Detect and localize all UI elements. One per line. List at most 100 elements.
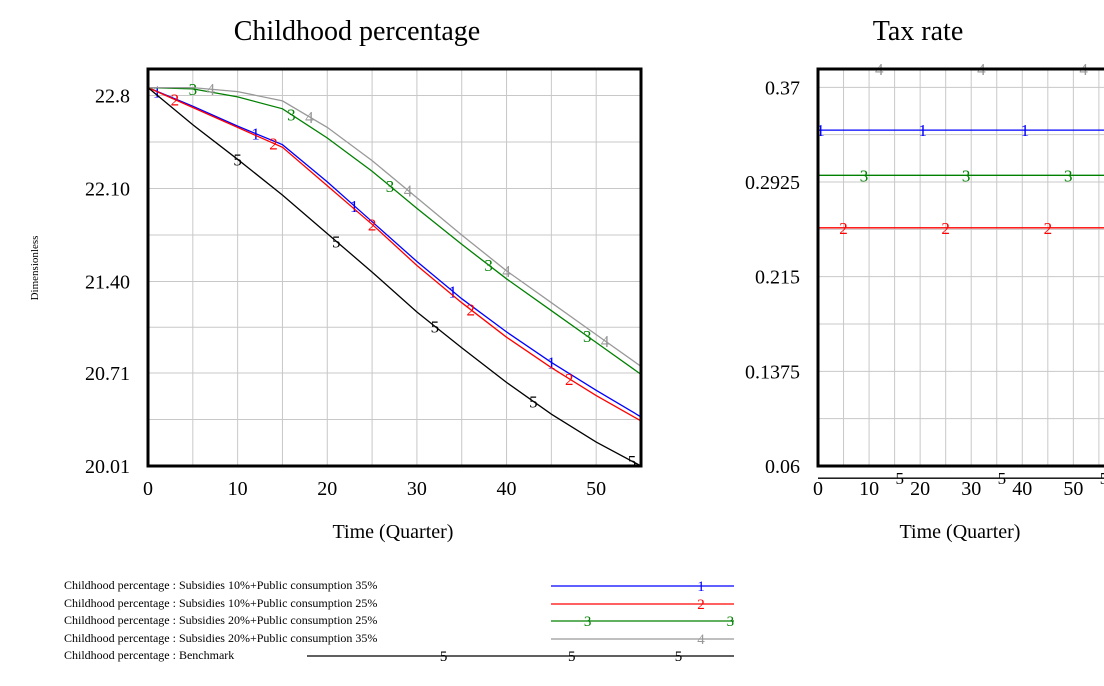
legend-marker: 3 bbox=[727, 614, 734, 630]
series-line-5 bbox=[147, 87, 642, 467]
legend-item: Childhood percentage : Subsidies 20%+Pub… bbox=[64, 612, 734, 630]
series-marker-2: 2 bbox=[171, 91, 180, 110]
series-marker-1: 1 bbox=[816, 121, 825, 140]
legend-swatch: 5 5 5 bbox=[307, 649, 734, 665]
series-line-1 bbox=[147, 86, 642, 418]
legend-label: Childhood percentage : Benchmark bbox=[64, 648, 235, 662]
series-marker-4: 4 bbox=[305, 108, 314, 127]
grid bbox=[148, 69, 641, 466]
series-marker-1: 1 bbox=[547, 353, 556, 372]
series-line-4 bbox=[148, 86, 642, 367]
legend-label: Childhood percentage : Subsidies 10%+Pub… bbox=[64, 578, 378, 592]
x-tick-label: 10 bbox=[228, 478, 248, 500]
y-tick-label: 21.40 bbox=[85, 271, 130, 293]
series-marker-1: 1 bbox=[918, 121, 927, 140]
x-tick-label: 30 bbox=[961, 478, 981, 500]
series-marker-1: 1 bbox=[251, 125, 260, 144]
legend-marker: 3 bbox=[584, 614, 592, 630]
x-tick-label: 40 bbox=[1012, 478, 1032, 500]
x-tick-label: 40 bbox=[497, 478, 517, 500]
legend-swatch: 4 bbox=[551, 632, 734, 648]
series-marker-2: 2 bbox=[565, 370, 574, 389]
x-tick-label: 0 bbox=[813, 478, 823, 500]
series-marker-5: 5 bbox=[895, 469, 904, 488]
x-axis-label: Time (Quarter) bbox=[333, 521, 454, 543]
x-tick-label: 20 bbox=[317, 478, 337, 500]
series-marker-3: 3 bbox=[1064, 166, 1073, 185]
x-tick-label: 20 bbox=[910, 478, 930, 500]
legend-item: Childhood percentage : Benchmark 5 5 5 bbox=[64, 647, 734, 665]
series-marker-2: 2 bbox=[368, 215, 377, 234]
series-marker-2: 2 bbox=[466, 301, 475, 320]
series-line-2 bbox=[147, 87, 642, 422]
series-marker-3: 3 bbox=[287, 106, 296, 125]
y-tick-label: 20.01 bbox=[85, 456, 130, 478]
legend-marker: 5 bbox=[440, 649, 448, 665]
x-tick-label: 30 bbox=[407, 478, 427, 500]
series-marker-5: 5 bbox=[628, 452, 637, 471]
series-marker-3: 3 bbox=[583, 327, 592, 346]
legend-marker: 5 bbox=[568, 649, 576, 665]
plot-frame bbox=[146, 67, 643, 468]
legend-marker: 2 bbox=[697, 597, 705, 613]
childhood-percentage-chart: Childhood percentage Dimensionless Time … bbox=[29, 16, 643, 543]
x-axis-label: Time (Quarter) bbox=[900, 521, 1021, 543]
series-marker-2: 2 bbox=[1044, 219, 1053, 238]
tick-labels: 0.37 0.2925 0.215 0.1375 0.06 0 10 20 30 40 50 bbox=[745, 77, 1083, 500]
series-marker-5: 5 bbox=[998, 469, 1007, 488]
grid bbox=[818, 69, 1104, 466]
tick-labels: 22.8 22.10 21.40 20.71 20.01 0 10 20 30 40 50 bbox=[85, 86, 606, 500]
series-marker-3: 3 bbox=[860, 166, 869, 185]
y-tick-label: 0.06 bbox=[765, 456, 800, 478]
y-tick-label: 22.10 bbox=[85, 178, 130, 200]
series-marker-1: 1 bbox=[1021, 121, 1030, 140]
legend-swatch: 1 bbox=[551, 579, 734, 595]
legend-label: Childhood percentage : Subsidies 20%+Pub… bbox=[64, 630, 378, 645]
legend-marker: 4 bbox=[697, 632, 705, 648]
series-marker-3: 3 bbox=[386, 177, 395, 196]
y-tick-label: 0.215 bbox=[755, 267, 800, 289]
series-marker-4: 4 bbox=[502, 262, 511, 281]
tax-rate-chart: Tax rate Time (Quarter) 0.370.29250.2150… bbox=[745, 16, 1104, 543]
chart-title: Childhood percentage bbox=[234, 16, 480, 47]
series-marker-4: 4 bbox=[206, 80, 215, 99]
series-marker-1: 1 bbox=[449, 282, 458, 301]
legend-label: Childhood percentage : Subsidies 10%+Pub… bbox=[64, 595, 378, 610]
series-marker-3: 3 bbox=[189, 80, 198, 99]
x-tick-label: 50 bbox=[586, 478, 606, 500]
series-marker-1: 1 bbox=[350, 197, 359, 216]
plot-frame bbox=[816, 67, 1104, 468]
x-tick-label: 50 bbox=[1063, 478, 1083, 500]
series-marker-2: 2 bbox=[269, 134, 278, 153]
series-marker-5: 5 bbox=[233, 150, 242, 169]
series-marker-5: 5 bbox=[332, 232, 341, 251]
series-marker-5: 5 bbox=[431, 317, 440, 336]
y-tick-label: 0.2925 bbox=[745, 172, 800, 194]
legend-swatch: 2 bbox=[551, 597, 734, 613]
series-lines: 1 1 12 2 23 3 34 4 45 5 5 bbox=[816, 60, 1104, 488]
series-marker-3: 3 bbox=[484, 256, 493, 275]
y-tick-label: 22.8 bbox=[95, 86, 130, 108]
y-axis-label: Dimensionless bbox=[29, 236, 41, 301]
chart-title: Tax rate bbox=[873, 16, 964, 47]
x-tick-label: 10 bbox=[859, 478, 879, 500]
y-tick-label: 20.71 bbox=[85, 363, 130, 385]
series-line-3 bbox=[147, 86, 642, 375]
series-marker-4: 4 bbox=[404, 181, 413, 200]
legend-label: Childhood percentage : Subsidies 20%+Pub… bbox=[64, 613, 378, 627]
series-marker-5: 5 bbox=[1100, 469, 1104, 488]
legend-marker: 5 bbox=[675, 649, 683, 665]
y-tick-label: 0.1375 bbox=[745, 361, 800, 383]
y-tick-label: 0.37 bbox=[765, 77, 800, 99]
x-tick-label: 0 bbox=[143, 478, 153, 500]
series-marker-3: 3 bbox=[962, 166, 971, 185]
series-marker-2: 2 bbox=[839, 219, 848, 238]
legend-item: Childhood percentage : Subsidies 10%+Pub… bbox=[64, 577, 734, 595]
series-marker-5: 5 bbox=[529, 392, 538, 411]
legend-item: Childhood percentage : Subsidies 20%+Pub… bbox=[64, 630, 734, 647]
series-marker-2: 2 bbox=[941, 219, 950, 238]
legend: Childhood percentage : Subsidies 10%+Pub… bbox=[64, 577, 734, 665]
legend-item: Childhood percentage : Subsidies 10%+Pub… bbox=[64, 595, 734, 612]
